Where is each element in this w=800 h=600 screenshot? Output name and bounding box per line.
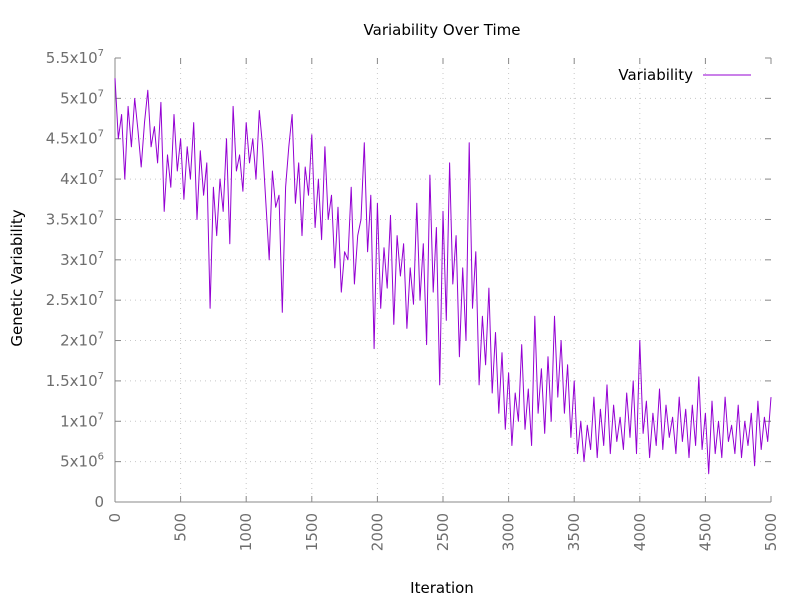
x-tick-label: 0	[106, 513, 124, 523]
y-tick-label: 3x107	[60, 250, 104, 269]
x-tick-label: 1500	[303, 513, 321, 551]
x-tick-label: 3000	[500, 513, 518, 551]
y-tick-label: 0	[94, 493, 104, 511]
y-tick-label: 2.5x107	[46, 290, 104, 309]
legend: Variability	[618, 66, 751, 84]
x-axis-ticks: 0 500 1000 1500 2000 2500 3000 3500 4000 4500 5000	[106, 58, 780, 551]
axes	[114, 58, 771, 503]
series-line-variability	[114, 78, 772, 475]
y-axis-label: Genetic Variability	[8, 209, 26, 346]
series-layer	[114, 78, 772, 475]
y-tick-label: 1x107	[60, 411, 104, 430]
x-tick-label: 3500	[565, 513, 583, 551]
x-tick-label: 1000	[237, 513, 255, 551]
legend-label: Variability	[618, 66, 693, 84]
x-tick-label: 4500	[696, 513, 714, 551]
x-tick-label: 4000	[631, 513, 649, 551]
y-tick-label: 3.5x107	[46, 209, 104, 228]
y-tick-label: 5.5x107	[46, 48, 104, 67]
x-tick-label: 500	[172, 513, 190, 542]
y-tick-label: 4.5x107	[46, 129, 104, 148]
x-tick-label: 5000	[762, 513, 780, 551]
x-tick-label: 2000	[368, 513, 386, 551]
grid-lines	[115, 58, 771, 502]
y-tick-label: 1.5x107	[46, 371, 104, 390]
x-axis-label: Iteration	[410, 579, 474, 597]
y-tick-label: 5x107	[60, 88, 104, 107]
y-tick-label: 5x106	[60, 452, 104, 471]
chart-title: Variability Over Time	[364, 21, 521, 39]
y-tick-label: 4x107	[60, 169, 104, 188]
x-tick-label: 2500	[434, 513, 452, 551]
y-axis-ticks: 0 5x106 1x107 1.5x107 2x107 2.5x107 3x107 3.5x1…	[46, 48, 771, 511]
y-tick-label: 2x107	[60, 331, 104, 350]
